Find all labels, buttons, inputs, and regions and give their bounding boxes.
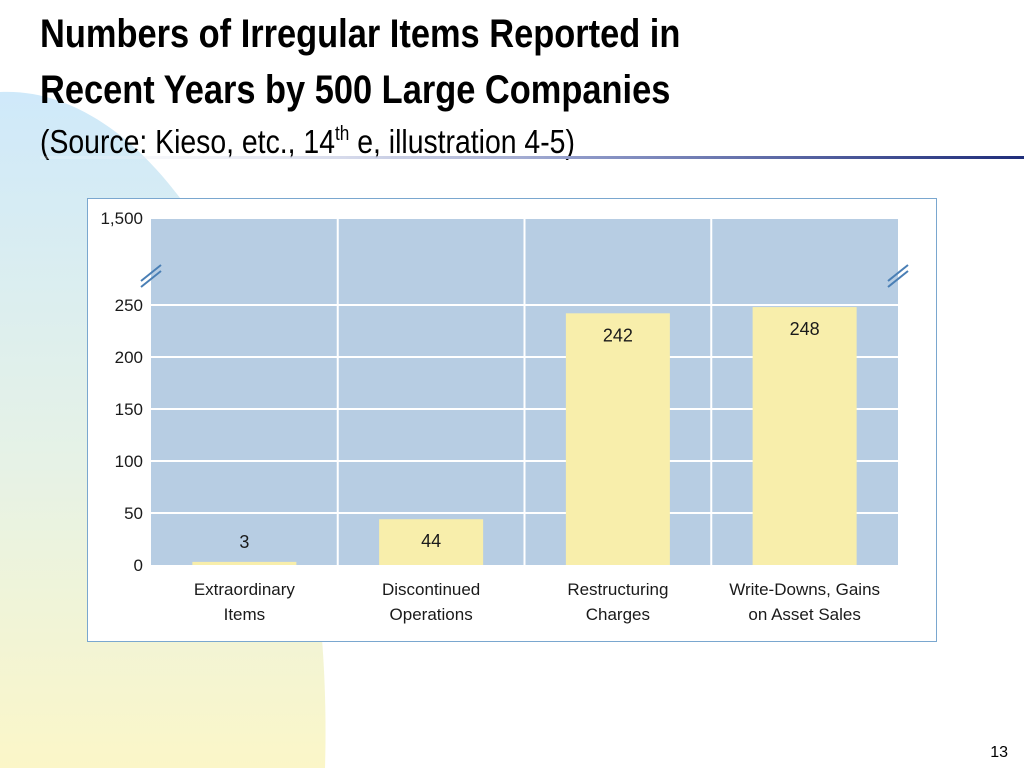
bar: [752, 307, 857, 565]
title-line-1: Numbers of Irregular Items Reported in: [40, 12, 681, 56]
title-line-2: Recent Years by 500 Large Companies: [40, 68, 671, 112]
y-tick-label: 250: [115, 296, 143, 315]
data-label: 242: [603, 325, 633, 345]
y-tick-label: 200: [115, 348, 143, 367]
axis-break-mark-right: [887, 264, 909, 282]
data-label: 3: [239, 532, 249, 552]
slide-subtitle: (Source: Kieso, etc., 14th e, illustrati…: [40, 122, 575, 162]
bar-chart: 0 50 100 150 200 250 1,500 3 Extraordinary Items 4…: [100, 209, 909, 624]
axis-break-mark-left: [140, 264, 162, 282]
y-tick-label: 0: [134, 556, 143, 575]
axis-break-mark-right: [887, 270, 909, 288]
slide-title: Numbers of Irregular Items Reported in R…: [40, 6, 866, 118]
bar: [192, 561, 297, 565]
y-tick-label: 100: [115, 452, 143, 471]
x-category-label: Write-Downs, Gains: [729, 580, 880, 599]
bar: [379, 519, 484, 565]
subtitle-text: (Source: Kieso, etc., 14: [40, 123, 335, 160]
x-category-label: Extraordinary: [194, 580, 296, 599]
y-tick-label: 50: [124, 504, 143, 523]
y-break-top-label: 1,500: [100, 209, 143, 228]
x-category-label: Items: [224, 605, 266, 624]
subtitle-text-end: e, illustration 4-5): [349, 123, 575, 160]
x-category-label: Operations: [390, 605, 473, 624]
title-underline-rule: [40, 156, 1024, 159]
x-category-label: Restructuring: [567, 580, 668, 599]
x-category-label: Discontinued: [382, 580, 480, 599]
data-label: 44: [421, 531, 441, 551]
y-tick-label: 150: [115, 400, 143, 419]
page-number: 13: [990, 744, 1008, 761]
x-category-label: on Asset Sales: [748, 605, 860, 624]
bar: [565, 313, 670, 565]
subtitle-superscript: th: [334, 123, 350, 145]
chart-frame: 0 50 100 150 200 250 1,500 3 Extraordinary Items 4…: [87, 198, 937, 642]
axis-break-mark-left: [140, 270, 162, 288]
x-category-label: Charges: [586, 605, 650, 624]
data-label: 248: [790, 319, 820, 339]
